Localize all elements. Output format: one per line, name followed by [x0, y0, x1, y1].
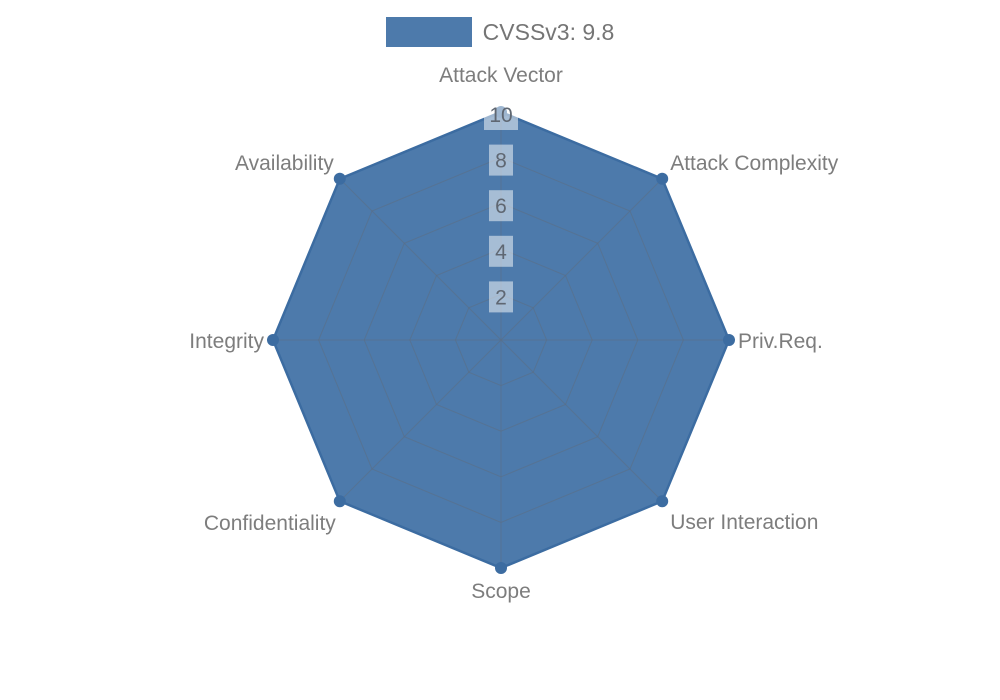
series-point — [495, 562, 507, 574]
axis-label-confidentiality: Confidentiality — [204, 512, 336, 535]
axis-label-integrity: Integrity — [189, 330, 264, 353]
axis-label-priv-req: Priv.Req. — [738, 330, 823, 353]
tick-label: 2 — [495, 286, 507, 309]
series-point — [267, 334, 279, 346]
tick-label: 4 — [495, 241, 507, 264]
series-point — [656, 495, 669, 508]
tick-label-bg — [489, 190, 513, 222]
axis-label-attack-vector: Attack Vector — [439, 64, 563, 87]
tick-label: 6 — [495, 195, 507, 218]
tick-label-bg — [489, 235, 513, 267]
axis-label-attack-complexity: Attack Complexity — [670, 152, 839, 175]
axis-label-scope: Scope — [471, 580, 531, 603]
tick-label-bg — [489, 144, 513, 176]
tick-label-bg — [484, 99, 518, 130]
series-point — [723, 334, 735, 346]
tick-label: 8 — [495, 150, 507, 173]
tick-label-bg — [489, 281, 513, 313]
axis-label-user-interaction: User Interaction — [670, 511, 818, 534]
grid-spoke — [339, 178, 502, 341]
grid-spoke — [500, 339, 663, 502]
series-point — [333, 172, 346, 185]
axis-label-availability: Availability — [235, 152, 334, 175]
series-point — [333, 495, 346, 508]
grid-spoke — [339, 339, 502, 502]
grid-spoke — [500, 178, 663, 341]
tick-label: 10 — [489, 104, 512, 127]
series-point — [656, 172, 669, 185]
